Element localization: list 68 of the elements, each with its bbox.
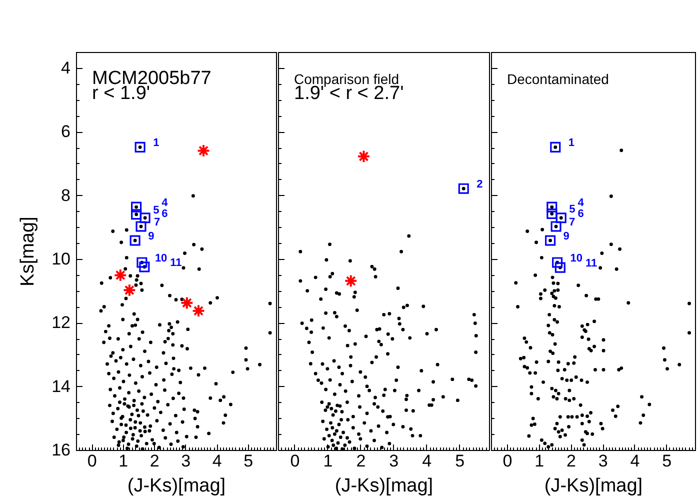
x-tick-label: 3: [181, 452, 191, 470]
x-tick-label: 0: [502, 452, 512, 470]
point: [554, 262, 566, 273]
point: [550, 221, 562, 232]
point: [131, 209, 142, 220]
x-tick-label: 5: [662, 452, 672, 470]
y-tick-label: 4: [61, 58, 70, 78]
annotation: 6: [162, 208, 168, 220]
point: [550, 142, 561, 152]
point: [180, 296, 194, 310]
x-tick-label: 0: [87, 452, 97, 470]
x-tick-label: 4: [630, 452, 640, 470]
annotation: 10: [570, 252, 583, 264]
point: [546, 208, 558, 220]
y-axis-title: Ks[mag]: [18, 216, 39, 286]
y-tick-label: 14: [52, 376, 70, 396]
x-tick-label: 1: [118, 452, 128, 470]
x-tick-label: 5: [455, 452, 465, 470]
x-tick-label: 0: [290, 452, 300, 470]
point: [192, 304, 206, 318]
x-tick-label: 3: [389, 452, 399, 470]
point: [136, 257, 148, 268]
annotation: 11: [586, 258, 598, 270]
y-tick-label: 12: [52, 313, 70, 332]
point: [136, 221, 146, 232]
annotation: 1: [153, 137, 160, 150]
point: [552, 257, 563, 268]
annotation: 2: [476, 178, 483, 191]
x-tick-label: 2: [566, 452, 576, 470]
annotation: 7: [154, 216, 160, 228]
x-axis-title: (J-Ks)[mag]: [334, 476, 434, 496]
annotation: 9: [148, 230, 154, 242]
annotation: 5: [569, 204, 576, 216]
x-tick-label: 2: [356, 452, 366, 470]
point: [130, 235, 140, 246]
point: [131, 202, 142, 212]
annotation: 5: [153, 204, 160, 216]
point: [545, 235, 556, 246]
annotation: 11: [170, 256, 182, 269]
annotation: 4: [162, 197, 169, 210]
point: [546, 202, 558, 212]
text: Decontaminated: [507, 71, 609, 87]
point: [139, 262, 150, 272]
x-tick-label: 4: [422, 452, 432, 470]
annotation: 6: [578, 208, 584, 220]
point: [114, 268, 128, 282]
x-tick-label: 5: [244, 452, 254, 470]
x-tick-label: 1: [534, 452, 544, 470]
point: [122, 283, 136, 297]
annotation: 1: [568, 137, 575, 150]
point: [556, 212, 566, 224]
y-tick-label: 16: [52, 440, 70, 460]
x-tick-label: 4: [212, 452, 222, 470]
x-axis-title: (J-Ks)[mag]: [544, 476, 643, 496]
x-tick-label: 2: [150, 452, 160, 470]
x-tick-label: 1: [323, 452, 333, 470]
x-axis-title: (J-Ks)[mag]: [127, 476, 226, 496]
y-tick-label: 8: [61, 186, 70, 205]
annotation: 7: [569, 216, 576, 228]
point: [196, 144, 210, 158]
annotation: 9: [563, 230, 570, 242]
x-tick-label: 3: [598, 452, 608, 470]
annotation: 10: [154, 252, 168, 264]
annotation: 4: [578, 197, 585, 210]
y-tick-label: 10: [52, 249, 70, 268]
point: [140, 212, 150, 224]
y-tick-label: 6: [61, 122, 70, 142]
point: [134, 142, 146, 152]
